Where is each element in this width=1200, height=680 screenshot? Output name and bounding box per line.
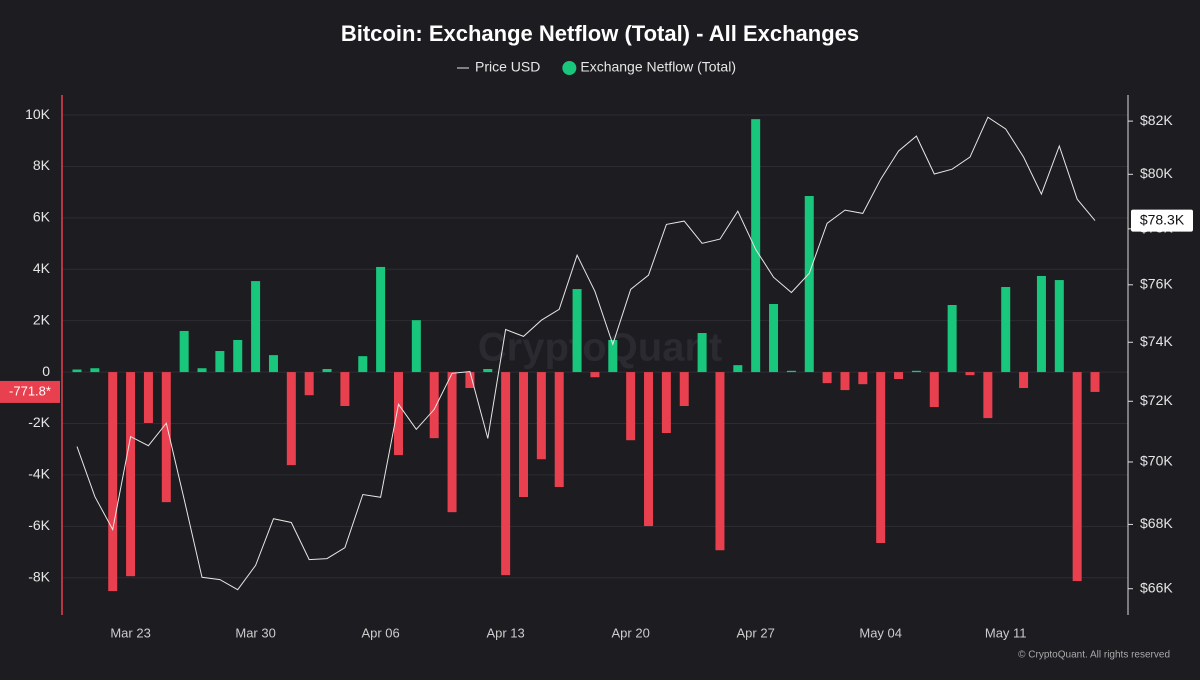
bar <box>286 372 296 466</box>
bar <box>161 372 171 503</box>
last-value-label: -771.8* <box>9 383 51 398</box>
bar <box>733 365 743 373</box>
chart-title: Bitcoin: Exchange Netflow (Total) - All … <box>341 21 859 46</box>
y2-tick-label: $70K <box>1140 453 1173 469</box>
bar <box>393 372 403 456</box>
bar <box>1036 275 1046 373</box>
bar <box>786 370 796 373</box>
y-tick-label: -6K <box>28 517 50 533</box>
last-value-box <box>0 380 60 403</box>
bar <box>536 372 546 460</box>
y2-tick-label: $80K <box>1140 165 1173 181</box>
bar <box>233 339 243 373</box>
bar <box>626 372 636 441</box>
bar <box>769 303 779 373</box>
bar <box>197 368 207 373</box>
bar <box>965 372 975 376</box>
x-tick-label: Mar 23 <box>110 625 150 640</box>
bar <box>644 372 654 527</box>
bar <box>90 368 100 373</box>
bar <box>804 196 814 373</box>
y-tick-label: 4K <box>33 260 51 276</box>
x-tick-label: May 04 <box>859 625 902 640</box>
price-line <box>76 116 1096 591</box>
bar <box>1019 372 1029 389</box>
bar <box>215 351 225 373</box>
bar <box>304 372 314 396</box>
bar <box>858 372 868 385</box>
bar <box>590 372 600 378</box>
bar <box>376 266 386 373</box>
bar <box>608 339 618 373</box>
y-tick-label: -2K <box>28 414 50 430</box>
bar <box>947 305 957 373</box>
bar <box>483 369 493 373</box>
bar <box>322 369 332 373</box>
legend-label: Price USD <box>475 59 540 75</box>
legend-label: Exchange Netflow (Total) <box>580 59 736 75</box>
y2-tick-label: $74K <box>1140 333 1173 349</box>
bar <box>447 372 457 513</box>
y-tick-label: 0 <box>42 363 50 379</box>
y-tick-label: 10K <box>25 106 51 122</box>
watermark: CryptoQuant <box>478 326 722 370</box>
x-tick-label: May 11 <box>985 625 1027 640</box>
bar <box>715 372 725 551</box>
y2-tick-label: $82K <box>1140 112 1173 128</box>
bar <box>268 355 278 373</box>
y-tick-label: 6K <box>33 209 51 225</box>
bar <box>679 372 689 407</box>
bar <box>822 372 832 384</box>
bar <box>501 372 511 576</box>
bar <box>929 372 939 408</box>
y-tick-label: 2K <box>33 311 51 327</box>
y2-tick-label: $66K <box>1140 579 1173 595</box>
bar <box>876 372 886 544</box>
bar <box>251 281 261 373</box>
bar <box>983 372 993 419</box>
bar <box>1090 372 1100 392</box>
bar <box>697 333 707 373</box>
bar <box>840 372 850 391</box>
x-tick-label: Apr 06 <box>361 625 399 640</box>
bar <box>661 372 671 434</box>
bar <box>358 356 368 373</box>
bar <box>143 372 153 423</box>
bar <box>751 119 761 373</box>
x-tick-label: Apr 20 <box>612 625 650 640</box>
last-value-box <box>1131 209 1193 232</box>
bar <box>894 372 904 380</box>
bar <box>179 330 189 373</box>
bar <box>572 289 582 373</box>
y-tick-label: -4K <box>28 466 50 482</box>
y2-tick-label: $72K <box>1140 392 1173 408</box>
bar <box>340 372 350 407</box>
last-value-label: $78.3K <box>1140 211 1185 227</box>
x-tick-label: Mar 30 <box>235 625 275 640</box>
bar <box>126 372 136 577</box>
bar <box>411 320 421 373</box>
bar <box>108 372 118 592</box>
x-tick-label: Apr 27 <box>737 625 775 640</box>
y-tick-label: -8K <box>28 568 50 584</box>
bar <box>519 372 528 498</box>
bar <box>1054 280 1064 373</box>
legend-swatch <box>562 61 577 75</box>
bar <box>72 369 82 373</box>
bar <box>465 372 475 389</box>
y2-tick-label: $76K <box>1140 276 1173 292</box>
bar <box>911 370 921 373</box>
footer: © CryptoQuant. All rights reserved <box>1018 650 1170 661</box>
y2-tick-label: $68K <box>1140 515 1173 531</box>
bar <box>1072 372 1082 582</box>
bar <box>1001 287 1011 373</box>
bar <box>429 372 439 439</box>
bar <box>554 372 564 487</box>
y-tick-label: 8K <box>33 157 51 173</box>
x-tick-label: Apr 13 <box>486 625 524 640</box>
